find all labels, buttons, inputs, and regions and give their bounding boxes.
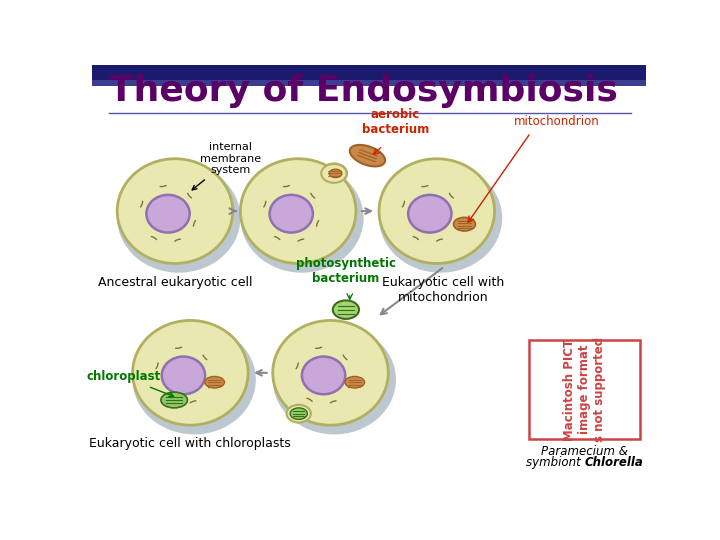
Ellipse shape	[333, 300, 359, 319]
Text: Ancestral eukaryotic cell: Ancestral eukaryotic cell	[98, 276, 252, 289]
Ellipse shape	[408, 195, 451, 233]
Ellipse shape	[290, 408, 307, 420]
Text: chloroplast: chloroplast	[87, 370, 174, 397]
Ellipse shape	[345, 376, 364, 388]
Text: photosynthetic
bacterium: photosynthetic bacterium	[296, 257, 396, 285]
Text: internal
membrane
system: internal membrane system	[192, 142, 261, 190]
Text: mitochondrion: mitochondrion	[514, 115, 600, 128]
Ellipse shape	[132, 320, 248, 425]
Ellipse shape	[287, 405, 311, 422]
Text: Theory of Endosymbiosis: Theory of Endosymbiosis	[109, 74, 618, 108]
Bar	[92, 80, 647, 86]
Text: aerobic
bacterium: aerobic bacterium	[361, 107, 429, 136]
Text: Macintosh PICT
image format
s not supported: Macintosh PICT image format s not suppor…	[563, 337, 606, 442]
Text: Chlorella: Chlorella	[585, 456, 644, 469]
Ellipse shape	[302, 356, 345, 394]
Ellipse shape	[240, 164, 364, 273]
Ellipse shape	[240, 159, 356, 264]
Ellipse shape	[146, 195, 189, 233]
Ellipse shape	[273, 325, 396, 434]
Ellipse shape	[454, 218, 475, 231]
Ellipse shape	[379, 159, 495, 264]
Text: Paramecium &: Paramecium &	[541, 445, 628, 458]
Text: symbiont: symbiont	[526, 456, 585, 469]
Ellipse shape	[329, 169, 342, 178]
Ellipse shape	[379, 164, 503, 273]
FancyBboxPatch shape	[529, 340, 640, 439]
Bar	[92, 65, 647, 80]
Ellipse shape	[269, 195, 313, 233]
Ellipse shape	[132, 325, 256, 434]
Ellipse shape	[204, 376, 225, 388]
Ellipse shape	[321, 164, 347, 184]
Ellipse shape	[273, 320, 388, 425]
Ellipse shape	[161, 392, 187, 408]
Text: Eukaryotic cell with
mitochondrion: Eukaryotic cell with mitochondrion	[382, 276, 504, 304]
Ellipse shape	[162, 356, 205, 394]
Ellipse shape	[117, 159, 233, 264]
Polygon shape	[350, 145, 385, 166]
Ellipse shape	[321, 164, 346, 183]
Ellipse shape	[117, 164, 240, 273]
Text: Eukaryotic cell with chloroplasts: Eukaryotic cell with chloroplasts	[89, 437, 291, 450]
